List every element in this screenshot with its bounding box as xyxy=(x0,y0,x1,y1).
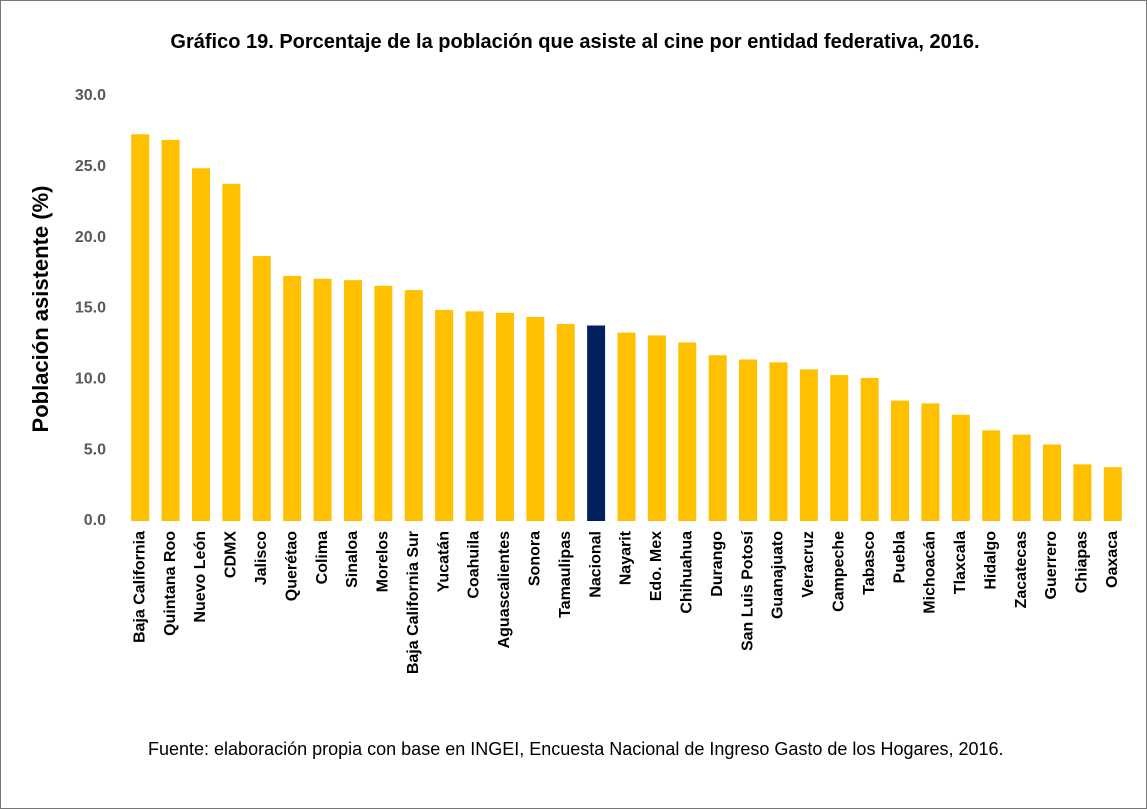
x-tick-label: CDMX xyxy=(223,531,240,578)
bar xyxy=(708,355,727,521)
x-tick-label: Edo. Mex xyxy=(648,531,665,601)
x-tick-label: Nuevo León xyxy=(192,531,209,623)
bar xyxy=(891,400,910,521)
bar xyxy=(1012,434,1031,521)
x-tick-label: Chihuahua xyxy=(679,531,696,614)
x-tick-label: Tamaulipas xyxy=(557,531,574,618)
bar xyxy=(465,311,484,521)
bar xyxy=(769,362,788,521)
bar xyxy=(799,369,818,521)
bar xyxy=(1073,464,1092,521)
bar xyxy=(131,134,150,521)
bar xyxy=(161,139,180,521)
y-tick-label: 5.0 xyxy=(84,441,106,458)
bar xyxy=(1103,467,1122,521)
bar xyxy=(830,375,849,521)
bar xyxy=(191,168,210,521)
y-tick-label: 25.0 xyxy=(75,158,106,175)
bar xyxy=(404,290,423,521)
x-tick-label: Nacional xyxy=(587,531,604,598)
x-tick-label: Sinaloa xyxy=(344,531,361,588)
bar xyxy=(739,359,758,521)
y-tick-label: 30.0 xyxy=(75,87,106,104)
x-tick-label: Guerrero xyxy=(1043,531,1060,600)
bar xyxy=(222,183,241,522)
x-tick-label: Querétao xyxy=(283,531,300,601)
x-tick-label: Quintana Roo xyxy=(162,531,179,636)
x-tick-label: Hidalgo xyxy=(982,531,999,590)
x-tick-label: Baja California Sur xyxy=(405,531,422,674)
x-tick-label: Colima xyxy=(314,531,331,584)
bar xyxy=(374,285,393,521)
x-tick-label: Zacatecas xyxy=(1013,531,1030,608)
x-tick-label: Chiapas xyxy=(1074,531,1091,593)
chart-title: Gráfico 19. Porcentaje de la población q… xyxy=(170,31,980,53)
x-tick-label: Durango xyxy=(709,531,726,597)
bar xyxy=(283,275,302,521)
x-tick-label: Puebla xyxy=(891,531,908,584)
source-note: Fuente: elaboración propia con base en I… xyxy=(148,739,1004,759)
bar xyxy=(556,324,575,521)
bar xyxy=(921,403,940,521)
x-tick-label: Coahuila xyxy=(466,531,483,599)
x-tick-label: Michoacán xyxy=(922,531,939,614)
bar xyxy=(951,414,970,521)
bar xyxy=(526,317,545,521)
y-tick-label: 20.0 xyxy=(75,229,106,246)
bar xyxy=(860,377,879,521)
x-tick-label: Tlaxcala xyxy=(952,531,969,594)
bar xyxy=(252,256,271,521)
bar xyxy=(587,325,606,521)
bar xyxy=(647,335,666,521)
y-axis-label: Población asistente (%) xyxy=(28,186,53,433)
bar xyxy=(617,332,636,521)
x-tick-label: Campeche xyxy=(830,531,847,612)
y-tick-label: 15.0 xyxy=(75,300,106,317)
x-tick-label: Aguascalientes xyxy=(496,531,513,648)
bar xyxy=(313,278,332,521)
x-tick-label: Nayarit xyxy=(618,530,635,585)
y-tick-label: 10.0 xyxy=(75,371,106,388)
x-tick-label: Sonora xyxy=(527,531,544,586)
bar xyxy=(982,430,1001,521)
bar xyxy=(1043,444,1062,521)
bar xyxy=(343,280,362,521)
x-tick-label: Jalisco xyxy=(253,531,270,585)
bar xyxy=(495,312,514,521)
x-tick-label: Oaxaca xyxy=(1104,531,1121,588)
x-tick-label: Yucatán xyxy=(435,531,452,592)
x-tick-label: Guanajuato xyxy=(770,531,787,619)
x-tick-label: Veracruz xyxy=(800,531,817,598)
x-tick-label: Baja California xyxy=(131,531,148,643)
x-tick-label: San Luis Potosí xyxy=(739,530,756,651)
x-tick-label: Tabasco xyxy=(861,531,878,595)
bar xyxy=(435,309,454,521)
x-tick-label: Morelos xyxy=(375,531,392,592)
y-tick-label: 0.0 xyxy=(84,512,106,529)
bar xyxy=(678,342,697,521)
